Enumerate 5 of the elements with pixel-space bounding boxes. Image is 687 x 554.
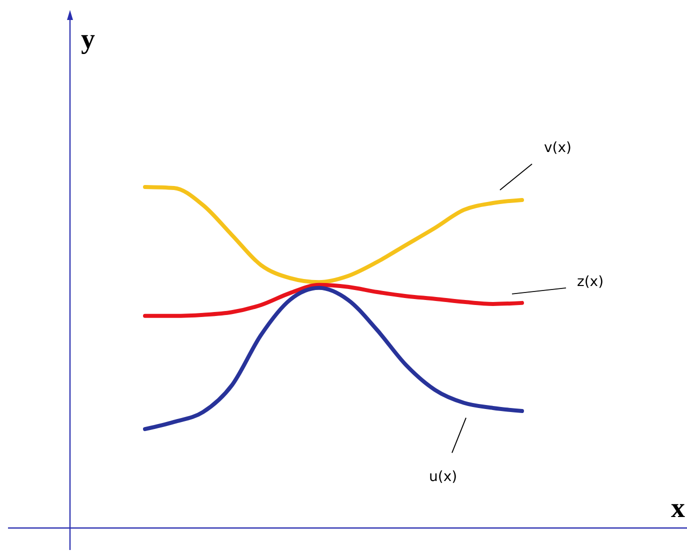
x-axis-title: x — [671, 493, 685, 524]
text: u(x) — [429, 468, 458, 485]
y-axis-title: y — [81, 24, 95, 55]
text: v(x) — [544, 140, 572, 156]
text: z(x) — [577, 274, 604, 290]
